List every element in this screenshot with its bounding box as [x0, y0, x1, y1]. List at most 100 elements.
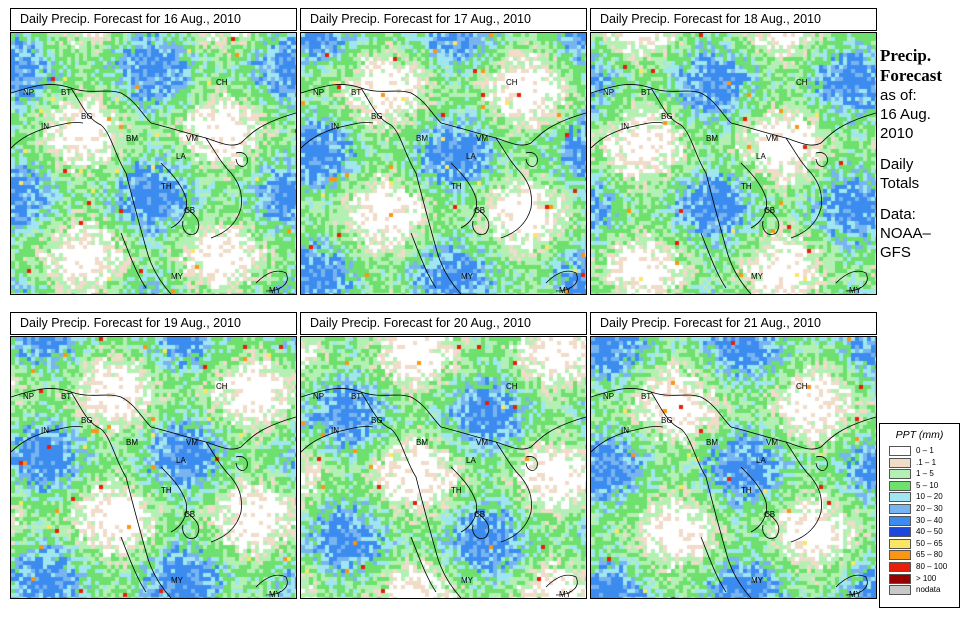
precip-field: [301, 337, 586, 598]
panel-title: Daily Precip. Forecast for 19 Aug., 2010: [10, 312, 297, 335]
boundary-line: [235, 456, 248, 471]
forecast-panel: Daily Precip. Forecast for 19 Aug., 2010…: [10, 312, 297, 599]
legend-label: 50 – 65: [916, 538, 943, 548]
legend-swatch: [889, 457, 911, 468]
legend-item: 0 – 1: [880, 445, 959, 457]
boundary-line: [730, 112, 876, 146]
boundary-line: [301, 387, 442, 428]
country-label: MY: [559, 286, 572, 294]
boundary-line: [815, 456, 828, 471]
country-label: NP: [313, 88, 324, 97]
legend-swatch: [889, 446, 911, 456]
boundary-line: [472, 207, 490, 236]
boundary-line: [70, 87, 172, 294]
boundary-line: [255, 270, 288, 292]
boundary-line: [160, 162, 188, 229]
forecast-panel: Daily Precip. Forecast for 20 Aug., 2010…: [300, 312, 587, 599]
country-label: CH: [506, 382, 518, 391]
country-label: NP: [313, 392, 324, 401]
legend-item: > 100: [880, 573, 959, 585]
country-label: MY: [559, 590, 572, 598]
boundary-line: [11, 122, 84, 149]
country-label: TH: [741, 486, 752, 495]
country-label: MY: [171, 576, 184, 585]
boundary-line: [11, 387, 152, 428]
country-label: LA: [176, 152, 186, 161]
country-label: LA: [756, 152, 766, 161]
country-label: BG: [371, 112, 383, 121]
boundary-line: [410, 536, 437, 593]
country-label: BT: [61, 392, 71, 401]
country-label: BM: [126, 134, 138, 143]
precip-field: [11, 337, 296, 598]
country-label: BG: [661, 112, 673, 121]
country-label: VM: [186, 134, 198, 143]
boundary-line: [835, 574, 868, 596]
legend-title: PPT (mm): [895, 429, 944, 441]
boundary-line: [360, 87, 462, 294]
legend-label: 30 – 40: [916, 515, 943, 525]
country-label: IN: [41, 426, 49, 435]
boundary-line: [835, 270, 868, 292]
country-label: BT: [641, 392, 651, 401]
boundary-line: [700, 232, 727, 289]
boundary-line: [70, 391, 172, 598]
boundaries-overlay: NPBTBGINCHBMVMLATHCBMYIDMYID: [11, 382, 296, 598]
panel-title: Daily Precip. Forecast for 16 Aug., 2010: [10, 8, 297, 31]
legend-swatch: [889, 561, 911, 572]
legend-label: 40 – 50: [916, 527, 943, 537]
legend-swatch: [889, 492, 911, 503]
forecast-panel: Daily Precip. Forecast for 21 Aug., 2010…: [590, 312, 877, 599]
country-label: BT: [351, 392, 361, 401]
daily-label-2: Totals: [880, 175, 920, 192]
legend-swatch: [889, 538, 911, 549]
country-label: BT: [61, 88, 71, 97]
boundary-line: [762, 511, 780, 540]
boundary-line: [495, 441, 532, 543]
country-label: LA: [466, 152, 476, 161]
legend-item: 10 – 20: [880, 491, 959, 503]
legend-label: 0 – 1: [916, 446, 934, 455]
country-label: IN: [331, 426, 339, 435]
country-label: CH: [796, 382, 808, 391]
country-label: BM: [706, 134, 718, 143]
title-line-1: Precip.: [880, 46, 932, 65]
boundary-line: [700, 536, 727, 593]
precip-field: [301, 33, 586, 294]
panel-title: Daily Precip. Forecast for 18 Aug., 2010: [590, 8, 877, 31]
country-label: MY: [269, 286, 282, 294]
country-label: VM: [766, 134, 778, 143]
panel-title: Daily Precip. Forecast for 17 Aug., 2010: [300, 8, 587, 31]
precip-field: [591, 337, 876, 598]
country-label: MY: [171, 272, 184, 281]
boundary-line: [545, 574, 578, 596]
country-label: CB: [764, 510, 775, 519]
legend-item: .1 – 1: [880, 457, 959, 469]
country-label: IN: [621, 122, 629, 131]
boundary-line: [472, 511, 490, 540]
boundary-line: [120, 536, 147, 593]
asof-year: 2010: [880, 125, 914, 142]
title-line-2: Forecast: [880, 66, 942, 85]
country-label: CB: [764, 206, 775, 215]
boundary-line: [740, 162, 768, 229]
country-label: CH: [216, 78, 228, 87]
boundary-line: [150, 416, 296, 450]
asof-date: 16 Aug.: [880, 106, 931, 123]
precip-map: NPBTBGINCHBMVMLATHCBMYIDMYID: [590, 336, 877, 599]
legend-swatch: [889, 469, 911, 480]
panel-title: Daily Precip. Forecast for 21 Aug., 2010: [590, 312, 877, 335]
boundary-line: [730, 416, 876, 450]
country-label: VM: [476, 438, 488, 447]
boundary-line: [591, 83, 732, 124]
legend-label: 65 – 80: [916, 550, 943, 560]
legend-item: 5 – 10: [880, 480, 959, 492]
boundary-line: [11, 83, 152, 124]
country-label: CH: [796, 78, 808, 87]
boundaries-overlay: NPBTBGINCHBMVMLATHCBMYIDMYID: [591, 78, 876, 294]
boundary-line: [120, 232, 147, 289]
boundary-line: [360, 391, 462, 598]
precip-map: NPBTBGINCHBMVMLATHCBMYIDMYID: [10, 336, 297, 599]
asof-label: as of:: [880, 87, 917, 104]
country-label: MY: [751, 272, 764, 281]
